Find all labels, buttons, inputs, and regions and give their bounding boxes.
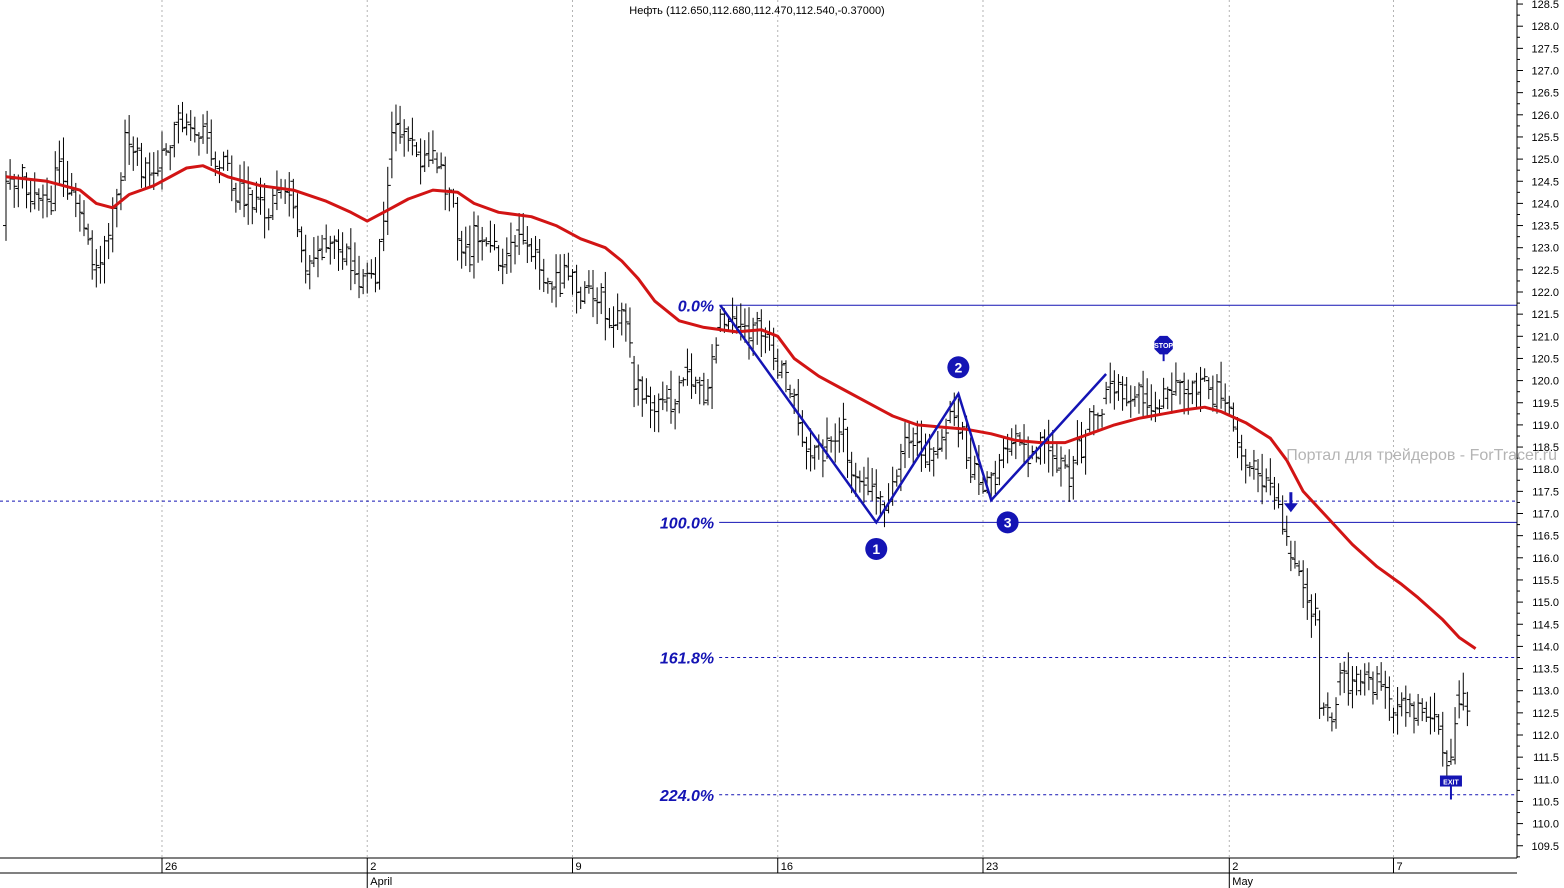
stop-sign-label: STOP bbox=[1154, 343, 1173, 350]
y-tick-label: 119.0 bbox=[1532, 420, 1559, 432]
y-tick-label: 122.0 bbox=[1531, 287, 1559, 299]
y-tick-label: 111.0 bbox=[1533, 774, 1559, 786]
fib-level-label: 161.8% bbox=[660, 650, 714, 667]
y-tick-label: 125.5 bbox=[1531, 132, 1559, 144]
y-tick-label: 116.5 bbox=[1532, 531, 1559, 543]
y-tick-label: 120.0 bbox=[1531, 376, 1559, 388]
y-tick-label: 110.5 bbox=[1532, 796, 1559, 808]
y-tick-label: 123.0 bbox=[1531, 243, 1559, 255]
month-label: May bbox=[1232, 876, 1253, 888]
x-tick-label: 23 bbox=[986, 861, 998, 873]
y-tick-label: 121.5 bbox=[1531, 309, 1559, 321]
y-tick-label: 123.5 bbox=[1531, 221, 1559, 233]
y-tick-label: 127.5 bbox=[1531, 43, 1559, 55]
y-tick-label: 122.5 bbox=[1531, 265, 1559, 277]
chart-markers: 1 2 3 STOP EXIT bbox=[865, 335, 1462, 800]
exit-sign-icon bbox=[1439, 775, 1462, 787]
y-tick-label: 112.5 bbox=[1532, 708, 1559, 720]
zigzag-pattern bbox=[719, 304, 1108, 525]
y-tick-label: 113.0 bbox=[1532, 686, 1559, 698]
y-tick-label: 113.5 bbox=[1532, 664, 1559, 676]
x-tick-label: 2 bbox=[1232, 861, 1238, 873]
y-tick-label: 124.5 bbox=[1531, 176, 1559, 188]
y-tick-label: 110.0 bbox=[1532, 819, 1559, 831]
y-tick-label: 109.5 bbox=[1531, 841, 1559, 853]
y-tick-label: 118.5 bbox=[1532, 442, 1559, 454]
y-tick-label: 125.0 bbox=[1531, 154, 1559, 166]
fibonacci-levels: 0.0% 100.0% 161.8% 224.0% bbox=[0, 298, 1517, 805]
wave-circle bbox=[947, 356, 970, 379]
x-tick-label: 26 bbox=[165, 861, 177, 873]
y-tick-label: 121.0 bbox=[1531, 331, 1559, 343]
y-tick-label: 120.5 bbox=[1531, 353, 1559, 365]
y-tick-label: 128.5 bbox=[1531, 0, 1559, 11]
fib-level-label: 0.0% bbox=[678, 298, 714, 315]
wave-label: 1 bbox=[872, 541, 880, 557]
y-tick-label: 124.0 bbox=[1531, 198, 1559, 210]
x-tick-label: 2 bbox=[370, 861, 376, 873]
wave-label: 3 bbox=[1004, 514, 1012, 530]
month-label: April bbox=[370, 876, 392, 888]
y-tick-label: 115.0 bbox=[1532, 597, 1559, 609]
y-tick-label: 117.5 bbox=[1532, 486, 1559, 498]
y-tick-label: 126.0 bbox=[1531, 110, 1559, 122]
wave-label: 2 bbox=[954, 359, 962, 375]
y-tick-label: 116.0 bbox=[1532, 553, 1559, 565]
watermark: Портал для трейдеров - ForTracer.ru bbox=[1286, 447, 1557, 464]
y-tick-label: 115.5 bbox=[1532, 575, 1559, 587]
y-tick-label: 117.0 bbox=[1532, 509, 1559, 521]
y-tick-label: 119.5 bbox=[1532, 398, 1559, 410]
y-tick-label: 112.0 bbox=[1532, 730, 1559, 742]
fib-level-label: 100.0% bbox=[660, 515, 714, 532]
wave-circle bbox=[996, 511, 1019, 534]
wave-circle bbox=[865, 537, 888, 560]
y-tick-label: 127.0 bbox=[1531, 66, 1559, 78]
exit-sign-label: EXIT bbox=[1443, 780, 1459, 787]
y-tick-label: 118.0 bbox=[1532, 464, 1559, 476]
x-tick-label: 16 bbox=[781, 861, 793, 873]
fib-level-label: 224.0% bbox=[659, 788, 714, 805]
stop-sign-icon bbox=[1154, 335, 1173, 355]
chart-title: Нефть (112.650,112.680,112.470,112.540,-… bbox=[629, 5, 884, 17]
x-tick-label: 9 bbox=[575, 861, 581, 873]
y-tick-label: 111.5 bbox=[1533, 752, 1559, 764]
y-tick-label: 126.5 bbox=[1531, 88, 1559, 100]
y-tick-label: 114.0 bbox=[1532, 641, 1559, 653]
moving-average bbox=[5, 164, 1477, 650]
moving-average-line bbox=[5, 164, 1477, 650]
zigzag-line bbox=[719, 304, 1108, 525]
x-tick-label: 7 bbox=[1396, 861, 1402, 873]
y-tick-label: 128.0 bbox=[1531, 21, 1559, 33]
entry-arrow-icon bbox=[1283, 503, 1298, 513]
y-tick-label: 114.5 bbox=[1532, 619, 1559, 631]
